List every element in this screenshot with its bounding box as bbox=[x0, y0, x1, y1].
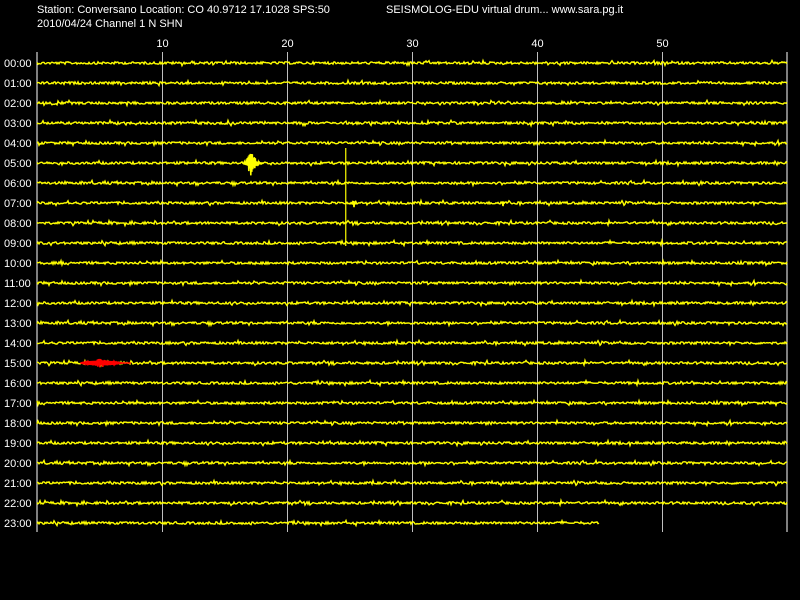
minute-axis: 10 20 30 40 50 bbox=[156, 38, 668, 50]
trace-row bbox=[37, 478, 788, 487]
trace-row bbox=[36, 318, 788, 328]
trace-row bbox=[36, 458, 788, 468]
app-title: SEISMOLOG-EDU virtual drum... www.sara.p… bbox=[386, 4, 624, 16]
minute-tick-label: 40 bbox=[531, 38, 543, 50]
trace-row bbox=[36, 58, 788, 68]
hour-label: 00:00 bbox=[4, 58, 32, 70]
hour-axis: 00:00 01:00 02:00 03:00 04:00 05:00 06:00 07:00… bbox=[4, 58, 32, 530]
seismic-event bbox=[501, 201, 505, 207]
trace-row bbox=[36, 258, 788, 268]
minute-tick-label: 10 bbox=[156, 38, 168, 50]
hour-label: 20:00 bbox=[4, 458, 32, 470]
trace-row bbox=[36, 418, 788, 428]
hour-label: 19:00 bbox=[4, 438, 32, 450]
hour-label: 03:00 bbox=[4, 118, 32, 130]
hour-label: 22:00 bbox=[4, 498, 32, 510]
hour-label: 15:00 bbox=[4, 358, 32, 370]
trace-row bbox=[36, 198, 788, 207]
hour-label: 07:00 bbox=[4, 198, 32, 210]
date-channel-info: 2010/04/24 Channel 1 N SHN bbox=[37, 18, 183, 30]
trace-row bbox=[36, 138, 788, 148]
trace-row bbox=[36, 237, 788, 248]
trace-row bbox=[36, 118, 788, 128]
hour-label: 13:00 bbox=[4, 318, 32, 330]
trace-row bbox=[36, 518, 600, 528]
hour-label: 06:00 bbox=[4, 178, 32, 190]
trace-row bbox=[36, 98, 788, 108]
seismic-event bbox=[242, 153, 264, 176]
hour-label: 23:00 bbox=[4, 518, 32, 530]
minute-tick-label: 50 bbox=[656, 38, 668, 50]
minute-grid bbox=[36, 52, 788, 532]
hour-label: 16:00 bbox=[4, 378, 32, 390]
trace-row bbox=[36, 377, 788, 388]
trace-layer bbox=[36, 58, 788, 528]
trace-row bbox=[36, 158, 788, 168]
hour-label: 10:00 bbox=[4, 258, 32, 270]
hour-label: 04:00 bbox=[4, 138, 32, 150]
trace-row bbox=[36, 498, 788, 508]
seismic-event bbox=[351, 199, 357, 208]
hour-label: 09:00 bbox=[4, 238, 32, 250]
trace-row bbox=[36, 278, 788, 288]
hour-label: 01:00 bbox=[4, 78, 32, 90]
trace-row bbox=[36, 78, 788, 88]
seismic-event-highlight bbox=[79, 360, 122, 366]
hour-label: 14:00 bbox=[4, 338, 32, 350]
hour-label: 05:00 bbox=[4, 158, 32, 170]
trace-row bbox=[37, 358, 788, 368]
hour-label: 02:00 bbox=[4, 98, 32, 110]
hour-label: 12:00 bbox=[4, 298, 32, 310]
trace-row bbox=[36, 218, 788, 228]
hour-label: 08:00 bbox=[4, 218, 32, 230]
trace-row bbox=[36, 178, 788, 188]
trace-row bbox=[36, 398, 788, 408]
minute-tick-label: 30 bbox=[406, 38, 418, 50]
hour-label: 21:00 bbox=[4, 478, 32, 490]
hour-label: 17:00 bbox=[4, 398, 32, 410]
minute-tick-label: 20 bbox=[281, 38, 293, 50]
trace-row bbox=[36, 438, 788, 448]
trace-row bbox=[36, 298, 788, 308]
station-info: Station: Conversano Location: CO 40.9712… bbox=[37, 4, 330, 16]
hour-label: 18:00 bbox=[4, 418, 32, 430]
trace-row bbox=[36, 338, 788, 347]
hour-label: 11:00 bbox=[4, 278, 31, 290]
